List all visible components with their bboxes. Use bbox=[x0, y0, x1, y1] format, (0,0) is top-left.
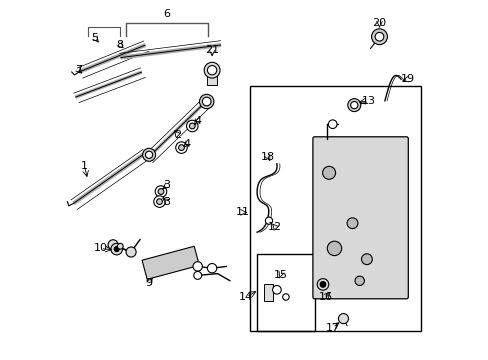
Circle shape bbox=[153, 196, 165, 207]
Text: 18: 18 bbox=[260, 152, 274, 162]
Bar bbox=[249, 86, 420, 331]
Circle shape bbox=[111, 243, 122, 255]
Text: 8: 8 bbox=[117, 40, 123, 50]
Text: 1: 1 bbox=[81, 161, 88, 171]
Text: 14: 14 bbox=[239, 292, 253, 302]
Circle shape bbox=[265, 217, 272, 224]
Circle shape bbox=[207, 264, 216, 273]
Bar bbox=[257, 254, 314, 331]
Text: 16: 16 bbox=[318, 292, 332, 302]
Text: 2: 2 bbox=[174, 130, 181, 140]
Text: 4: 4 bbox=[183, 139, 190, 149]
Circle shape bbox=[158, 189, 163, 194]
Circle shape bbox=[193, 271, 201, 279]
Text: 3: 3 bbox=[163, 197, 170, 207]
Circle shape bbox=[272, 285, 281, 294]
Circle shape bbox=[199, 94, 213, 109]
Text: 13: 13 bbox=[361, 96, 375, 106]
Circle shape bbox=[204, 62, 220, 78]
Text: 12: 12 bbox=[267, 222, 282, 232]
Text: 11: 11 bbox=[235, 207, 249, 217]
Circle shape bbox=[189, 123, 195, 129]
Circle shape bbox=[126, 247, 136, 257]
Text: 19: 19 bbox=[401, 74, 414, 84]
Circle shape bbox=[354, 276, 364, 285]
Circle shape bbox=[145, 151, 152, 158]
Polygon shape bbox=[142, 246, 199, 279]
Text: 5: 5 bbox=[91, 33, 99, 43]
Text: 4: 4 bbox=[194, 116, 201, 126]
Text: 15: 15 bbox=[273, 270, 287, 280]
Circle shape bbox=[175, 142, 187, 153]
Circle shape bbox=[346, 218, 357, 229]
Text: 20: 20 bbox=[372, 18, 386, 28]
Circle shape bbox=[186, 120, 198, 132]
Circle shape bbox=[207, 66, 216, 75]
Circle shape bbox=[326, 241, 341, 256]
Circle shape bbox=[117, 243, 123, 249]
Circle shape bbox=[320, 282, 325, 287]
Circle shape bbox=[282, 294, 288, 300]
Circle shape bbox=[338, 314, 348, 324]
Circle shape bbox=[202, 97, 211, 106]
Text: 10: 10 bbox=[93, 243, 107, 253]
Circle shape bbox=[371, 29, 386, 45]
Circle shape bbox=[328, 120, 336, 129]
Circle shape bbox=[156, 199, 162, 204]
Circle shape bbox=[193, 262, 202, 271]
Circle shape bbox=[108, 240, 118, 250]
Circle shape bbox=[361, 254, 371, 265]
Text: 6: 6 bbox=[163, 9, 170, 19]
Text: 21: 21 bbox=[204, 45, 219, 55]
Text: 3: 3 bbox=[163, 180, 170, 190]
Circle shape bbox=[347, 99, 360, 112]
Circle shape bbox=[155, 186, 166, 197]
Bar bbox=[206, 76, 217, 85]
Circle shape bbox=[317, 279, 328, 290]
Text: 7: 7 bbox=[75, 65, 82, 75]
FancyBboxPatch shape bbox=[312, 137, 407, 299]
Circle shape bbox=[374, 32, 383, 41]
Circle shape bbox=[178, 145, 184, 150]
Circle shape bbox=[142, 148, 155, 161]
Text: 9: 9 bbox=[145, 278, 152, 288]
Circle shape bbox=[350, 102, 357, 109]
Text: 17: 17 bbox=[325, 323, 339, 333]
Bar bbox=[264, 284, 273, 301]
Circle shape bbox=[114, 247, 119, 252]
Circle shape bbox=[322, 166, 335, 179]
